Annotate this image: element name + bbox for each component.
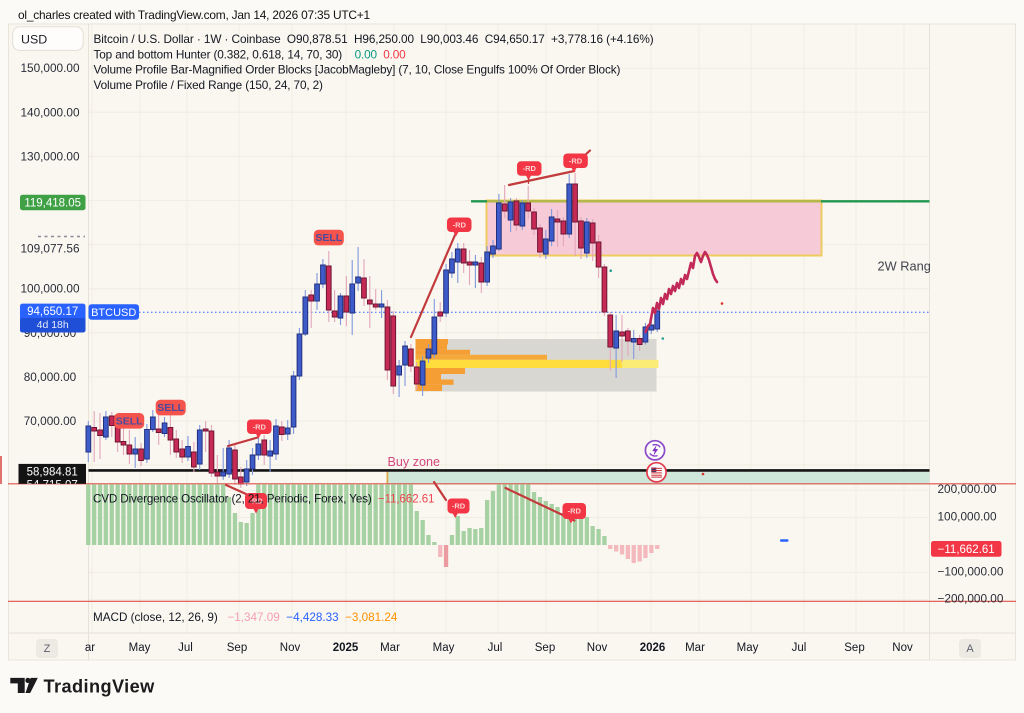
svg-text:70,000.00: 70,000.00 <box>24 414 77 428</box>
svg-text:Sep: Sep <box>227 642 247 654</box>
svg-text:-RD: -RD <box>452 502 466 511</box>
svg-text:80,000.00: 80,000.00 <box>24 370 77 384</box>
svg-text:119,418.05: 119,418.05 <box>24 197 81 209</box>
svg-text:140,000.00: 140,000.00 <box>20 105 79 119</box>
svg-text:ar: ar <box>85 642 95 654</box>
svg-text:Top and bottom Hunter (0.382,: Top and bottom Hunter (0.382, 0.618, 14,… <box>94 47 407 61</box>
svg-text:Nov: Nov <box>587 642 608 654</box>
svg-text:Mar: Mar <box>685 642 705 654</box>
svg-text:Volume Profile / Fixed Range (: Volume Profile / Fixed Range (150, 24, 7… <box>94 78 324 92</box>
svg-text:100,000.00: 100,000.00 <box>20 282 79 296</box>
svg-text:-RD: -RD <box>249 497 263 506</box>
svg-text:Nov: Nov <box>892 642 913 654</box>
svg-text:54,715.07: 54,715.07 <box>27 479 78 491</box>
svg-text:May: May <box>129 642 151 654</box>
svg-text:MACD (close, 12, 26, 9) −1,3: MACD (close, 12, 26, 9) −1,347.09 −4,428… <box>93 611 398 624</box>
svg-text:Jul: Jul <box>792 642 807 654</box>
svg-text:SELL: SELL <box>157 402 184 414</box>
svg-text:Z: Z <box>44 643 51 655</box>
svg-text:A: A <box>966 643 974 655</box>
svg-text:150,000.00: 150,000.00 <box>20 61 79 75</box>
svg-text:-RD: -RD <box>568 507 582 516</box>
svg-text:58,984.81: 58,984.81 <box>27 466 78 478</box>
svg-text:Jul: Jul <box>178 642 193 654</box>
svg-text:130,000.00: 130,000.00 <box>20 149 79 163</box>
svg-text:-RD: -RD <box>569 156 583 165</box>
svg-text:100,000.00: 100,000.00 <box>938 510 997 524</box>
svg-text:Sep: Sep <box>535 642 555 654</box>
svg-text:109,077.56: 109,077.56 <box>20 242 79 256</box>
svg-text:Buy zone: Buy zone <box>388 455 441 469</box>
svg-text:Jul: Jul <box>488 642 503 654</box>
svg-text:Nov: Nov <box>280 642 301 654</box>
svg-text:-RD: -RD <box>523 164 537 173</box>
svg-text:−100,000.00: −100,000.00 <box>938 565 1004 579</box>
svg-text:CVD Divergence Oscillator (2,: CVD Divergence Oscillator (2, 21, Period… <box>93 492 434 505</box>
svg-text:TradingView: TradingView <box>44 677 156 697</box>
svg-text:Mar: Mar <box>380 642 400 654</box>
svg-text:2025: 2025 <box>333 642 359 654</box>
svg-text:-RD: -RD <box>453 220 467 229</box>
svg-text:2026: 2026 <box>640 642 666 654</box>
svg-text:May: May <box>433 642 455 654</box>
svg-text:ol_charles created with Tradin: ol_charles created with TradingView.com,… <box>18 8 371 22</box>
svg-text:2W Rang: 2W Rang <box>878 258 931 273</box>
svg-text:-RD: -RD <box>253 422 267 431</box>
svg-text:4d 18h: 4d 18h <box>37 319 69 331</box>
svg-text:May: May <box>737 642 759 654</box>
svg-text:BTCUSD: BTCUSD <box>91 307 136 319</box>
svg-text:SELL: SELL <box>315 232 342 244</box>
svg-text:SELL: SELL <box>116 415 143 427</box>
svg-text:Volume Profile Bar-Magnified O: Volume Profile Bar-Magnified Order Block… <box>94 63 621 77</box>
svg-text:Sep: Sep <box>844 642 864 654</box>
svg-text:200,000.00: 200,000.00 <box>938 482 997 496</box>
svg-text:−11,662.61: −11,662.61 <box>938 544 995 556</box>
svg-text:USD: USD <box>21 33 47 47</box>
svg-text:94,650.17: 94,650.17 <box>27 306 78 318</box>
svg-text:Bitcoin / U.S. Dollar · 1W · C: Bitcoin / U.S. Dollar · 1W · Coinbase O9… <box>94 32 654 46</box>
svg-text:−200,000.00: −200,000.00 <box>938 592 1004 606</box>
